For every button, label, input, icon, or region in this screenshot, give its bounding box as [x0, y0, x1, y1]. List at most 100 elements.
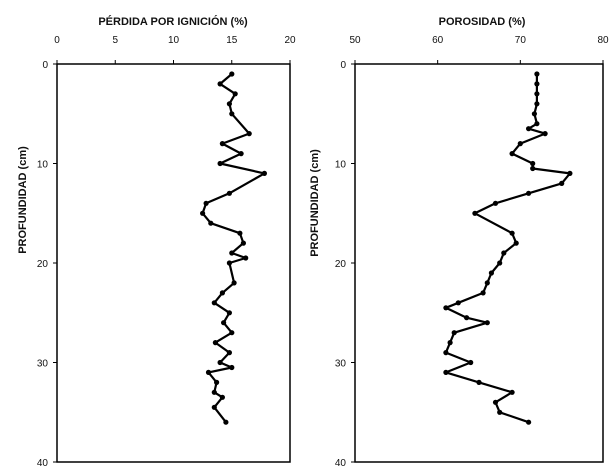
- data-point: [526, 126, 532, 132]
- x-tick-label: 0: [54, 35, 60, 46]
- panel-perdida-ignicion: PÉRDIDA POR IGNICIÓN (%) PROFUNDIDAD (cm…: [17, 15, 296, 467]
- data-point: [217, 359, 223, 366]
- data-point: [509, 230, 515, 236]
- data-point: [492, 200, 499, 206]
- panel-1-y-ticks: 0 10 20 30 40: [37, 60, 57, 467]
- data-point: [443, 350, 449, 356]
- panel-2-plot-area: [354, 63, 604, 463]
- panel-2-y-ticks: 0 10 20 30 40: [335, 60, 355, 467]
- panel-2-ylabel: PROFUNDIDAD (cm): [309, 149, 321, 257]
- x-tick-label: 70: [515, 35, 527, 46]
- y-tick-label: 0: [42, 60, 48, 71]
- data-point: [542, 131, 548, 137]
- data-point: [534, 101, 540, 107]
- data-point: [492, 399, 499, 405]
- data-point: [232, 91, 238, 97]
- x-tick-label: 20: [284, 35, 296, 46]
- data-point: [455, 300, 461, 306]
- data-point: [530, 165, 536, 172]
- data-point: [219, 290, 225, 296]
- data-point: [229, 111, 235, 117]
- series-line: [444, 74, 572, 424]
- data-point: [534, 91, 540, 97]
- data-point: [217, 160, 223, 167]
- data-point: [484, 320, 490, 326]
- data-point: [488, 270, 494, 276]
- panel-2-title: POROSIDAD (%): [439, 16, 526, 28]
- panel-2-x-ticks: 50 60 70 80: [349, 35, 609, 64]
- data-point: [530, 160, 536, 167]
- data-point: [517, 141, 523, 147]
- data-point: [464, 315, 470, 321]
- data-point: [211, 300, 217, 306]
- y-tick-label: 20: [37, 259, 49, 270]
- data-point: [237, 230, 243, 236]
- panel-porosidad: POROSIDAD (%) PROFUNDIDAD (cm) 50 60 70 80 …: [309, 16, 609, 467]
- data-point: [226, 310, 232, 316]
- y-tick-label: 30: [335, 359, 347, 370]
- x-tick-label: 80: [597, 35, 609, 46]
- data-point: [534, 71, 540, 77]
- data-point: [480, 290, 486, 296]
- data-point: [497, 409, 503, 415]
- data-point: [526, 190, 532, 196]
- data-point: [211, 404, 217, 410]
- data-point: [226, 350, 232, 356]
- panel-2-series: [443, 71, 573, 425]
- x-tick-label: 15: [226, 35, 238, 46]
- y-tick-label: 30: [37, 359, 49, 370]
- data-point: [211, 389, 217, 395]
- data-point: [214, 379, 220, 385]
- series-line: [201, 73, 266, 423]
- data-point: [229, 364, 235, 371]
- data-point: [229, 250, 235, 256]
- data-point: [243, 255, 249, 261]
- data-point: [246, 131, 252, 137]
- data-point: [443, 369, 449, 375]
- data-point: [226, 260, 232, 266]
- data-point: [468, 359, 474, 366]
- x-tick-label: 60: [432, 35, 444, 46]
- y-tick-label: 40: [37, 458, 49, 467]
- data-point: [447, 340, 453, 346]
- data-point: [229, 71, 235, 77]
- data-point: [567, 170, 573, 176]
- y-tick-label: 0: [340, 60, 346, 71]
- data-point: [229, 330, 235, 336]
- data-point: [226, 190, 232, 196]
- data-point: [203, 200, 209, 206]
- data-point: [534, 81, 540, 87]
- data-point: [208, 220, 214, 226]
- x-tick-label: 5: [112, 35, 118, 46]
- data-point: [501, 250, 507, 256]
- data-point: [497, 260, 503, 266]
- data-point: [238, 151, 244, 157]
- data-point: [240, 240, 246, 246]
- data-point: [261, 170, 267, 176]
- data-point: [509, 389, 515, 395]
- data-point: [226, 101, 232, 107]
- x-tick-label: 50: [349, 35, 361, 46]
- y-tick-label: 20: [335, 259, 347, 270]
- y-tick-label: 10: [37, 160, 49, 171]
- x-tick-label: 10: [168, 35, 180, 46]
- data-point: [513, 240, 519, 246]
- panel-1-x-ticks: 0 5 10 15 20: [54, 35, 296, 64]
- y-tick-label: 10: [335, 160, 347, 171]
- data-point: [509, 151, 515, 157]
- data-point: [476, 379, 482, 385]
- data-point: [472, 210, 478, 216]
- data-point: [205, 369, 212, 375]
- data-point: [443, 305, 449, 311]
- panel-1-plot-area: [56, 63, 291, 463]
- data-point: [534, 121, 540, 127]
- panel-1-series: [200, 71, 267, 425]
- data-point: [219, 141, 225, 147]
- data-point: [484, 280, 490, 286]
- data-point: [221, 320, 227, 326]
- data-point: [451, 330, 457, 336]
- data-point: [217, 81, 223, 87]
- y-tick-label: 40: [335, 458, 347, 467]
- data-point: [212, 340, 218, 346]
